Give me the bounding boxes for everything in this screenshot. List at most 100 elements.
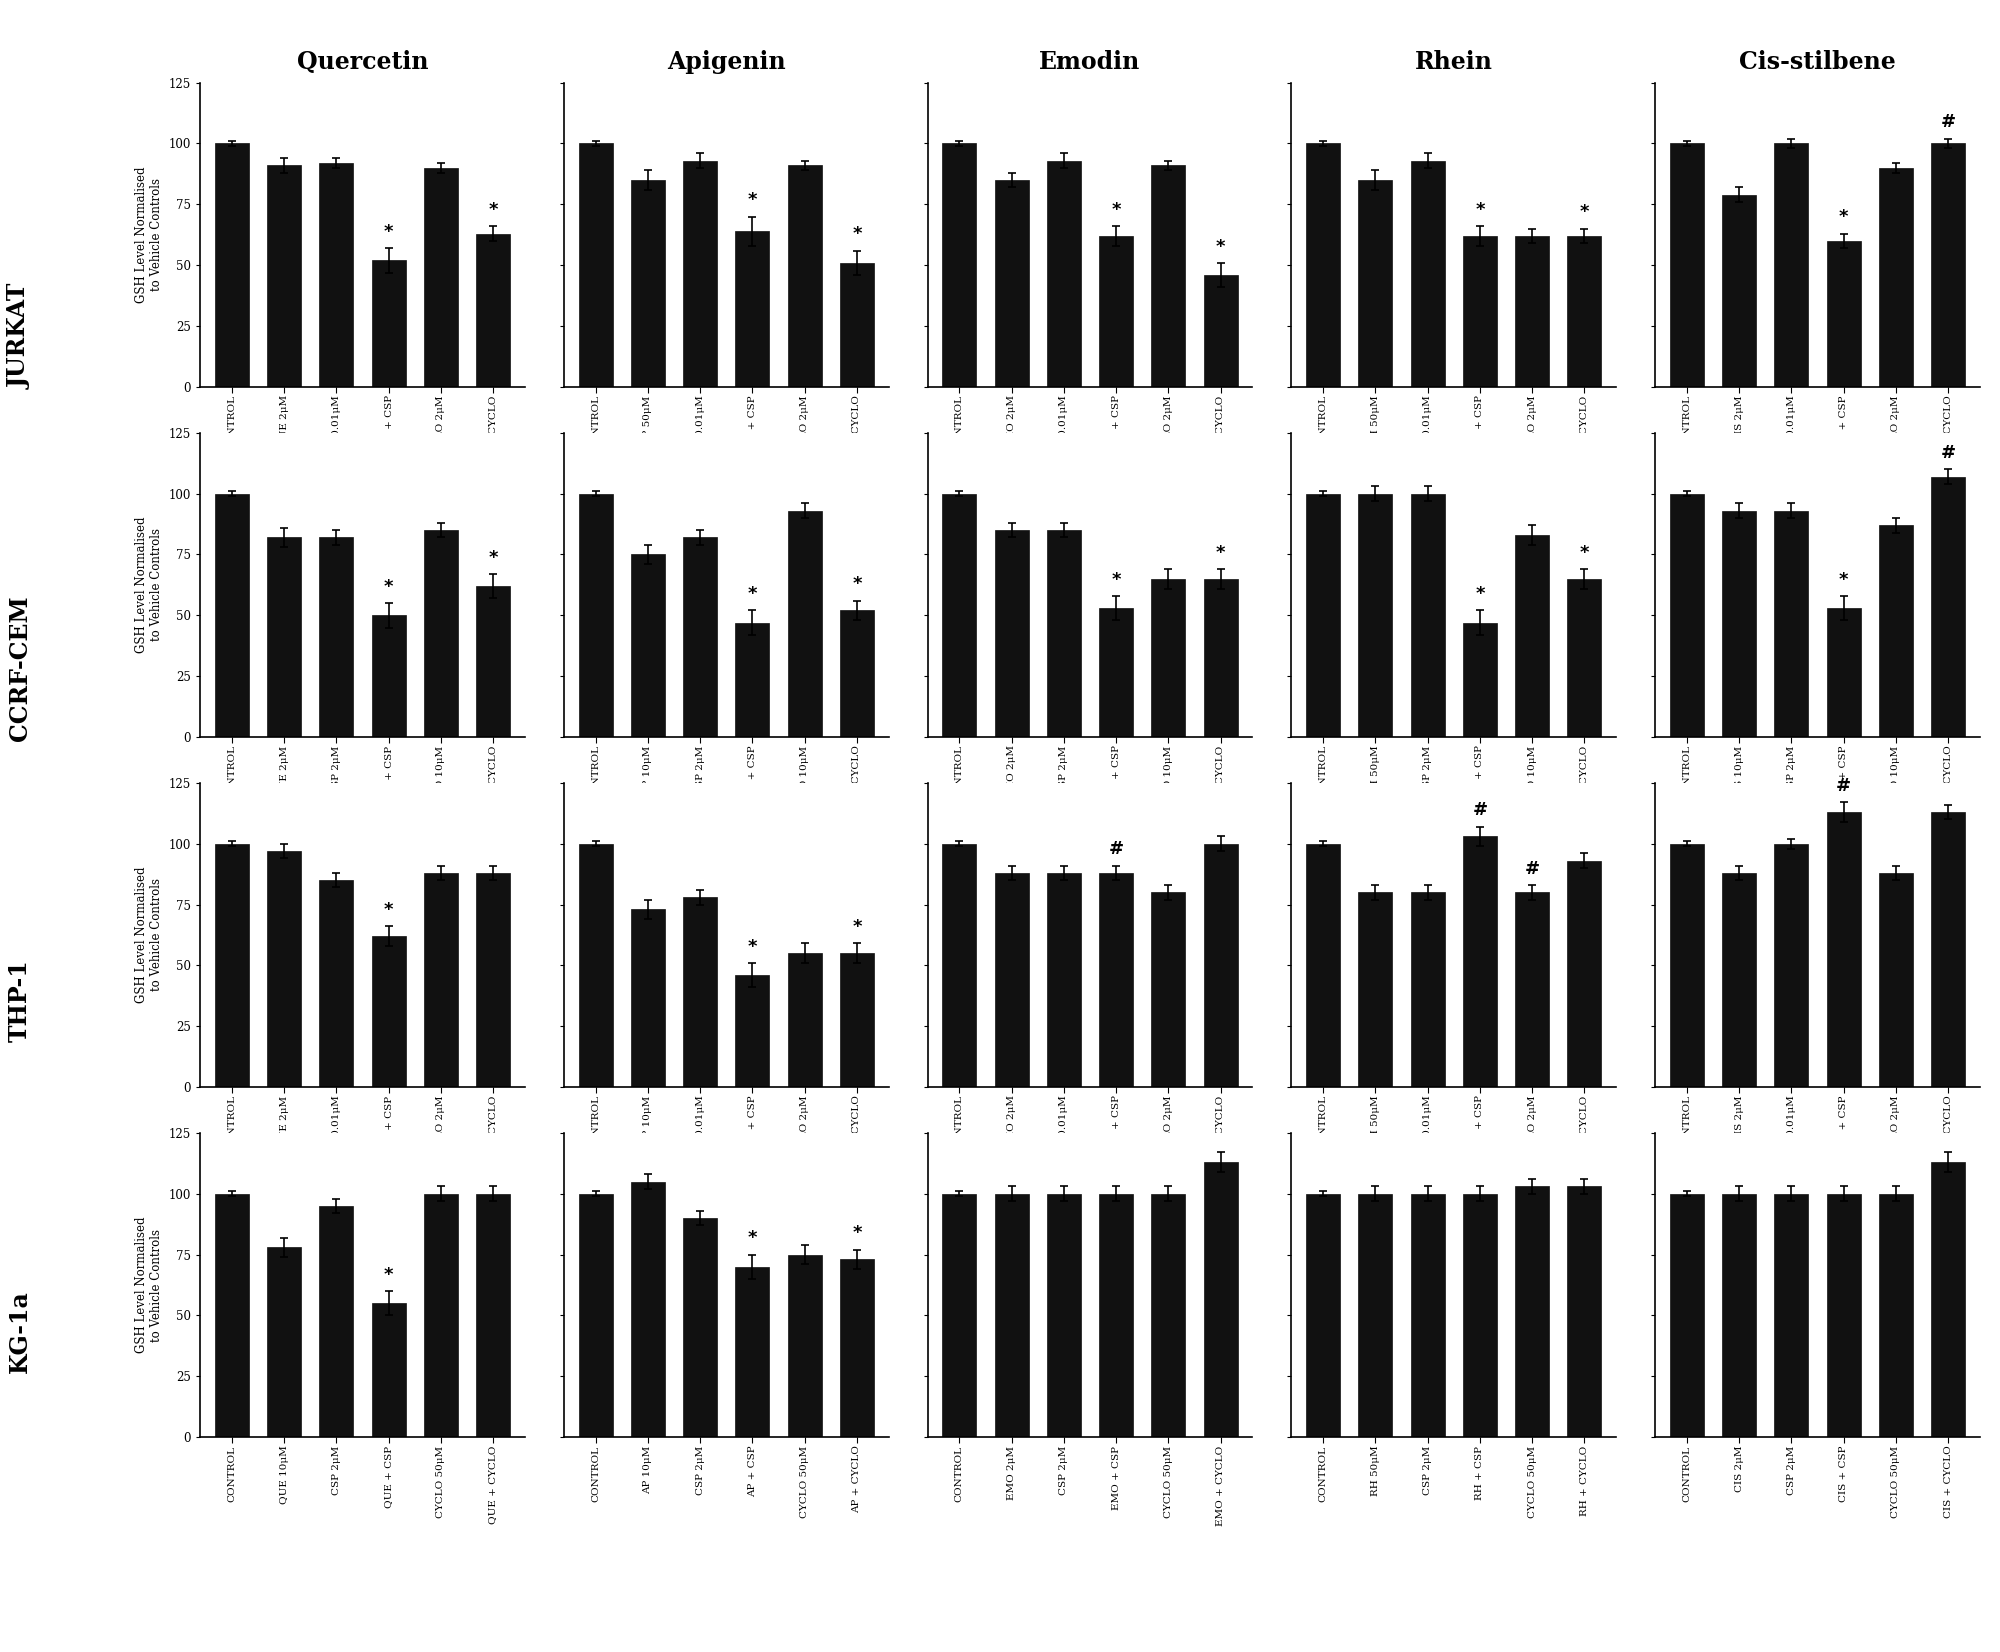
Bar <box>1568 1186 1602 1437</box>
Bar <box>942 494 976 737</box>
Bar <box>1670 144 1704 387</box>
Bar <box>1932 1161 1966 1437</box>
Bar <box>684 160 718 387</box>
Bar <box>1670 844 1704 1087</box>
Bar <box>1932 813 1966 1087</box>
Bar <box>736 231 770 387</box>
Y-axis label: GSH Level Normalised
to Vehicle Controls: GSH Level Normalised to Vehicle Controls <box>136 517 164 653</box>
Bar <box>942 144 976 387</box>
Title: Quercetin: Quercetin <box>296 50 428 74</box>
Bar <box>1880 872 1912 1087</box>
Text: #: # <box>1836 776 1852 795</box>
Bar <box>736 1267 770 1437</box>
Bar <box>994 872 1028 1087</box>
Text: *: * <box>488 548 498 567</box>
Bar <box>1932 144 1966 387</box>
Text: *: * <box>748 585 758 603</box>
Text: *: * <box>488 202 498 220</box>
Title: Apigenin: Apigenin <box>666 50 786 74</box>
Text: CCRF-CEM: CCRF-CEM <box>8 595 32 742</box>
Bar <box>736 623 770 737</box>
Bar <box>1204 1161 1238 1437</box>
Bar <box>578 844 612 1087</box>
Bar <box>630 555 664 737</box>
Text: JURKAT: JURKAT <box>8 284 32 390</box>
Bar <box>1568 861 1602 1087</box>
Bar <box>1152 892 1186 1087</box>
Bar <box>684 897 718 1087</box>
Bar <box>1152 1194 1186 1437</box>
Bar <box>1410 1194 1444 1437</box>
Text: *: * <box>1112 202 1120 220</box>
Bar <box>1774 144 1808 387</box>
Y-axis label: GSH Level Normalised
to Vehicle Controls: GSH Level Normalised to Vehicle Controls <box>136 867 164 1003</box>
Bar <box>1880 1194 1912 1437</box>
Text: *: * <box>748 192 758 210</box>
Bar <box>1046 160 1080 387</box>
Bar <box>788 510 822 737</box>
Text: #: # <box>1940 444 1956 463</box>
Bar <box>214 844 248 1087</box>
Bar <box>630 909 664 1087</box>
Bar <box>1306 494 1340 737</box>
Text: #: # <box>1108 841 1124 859</box>
Bar <box>1100 608 1134 737</box>
Bar <box>1462 236 1496 387</box>
Bar <box>476 1194 510 1437</box>
Text: THP-1: THP-1 <box>8 958 32 1041</box>
Bar <box>476 586 510 737</box>
Bar <box>994 180 1028 387</box>
Bar <box>424 1194 458 1437</box>
Bar <box>1204 844 1238 1087</box>
Bar <box>1306 1194 1340 1437</box>
Bar <box>840 953 874 1087</box>
Bar <box>1722 872 1756 1087</box>
Bar <box>840 263 874 387</box>
Bar <box>1100 872 1134 1087</box>
Bar <box>1204 578 1238 737</box>
Bar <box>840 1259 874 1437</box>
Bar <box>1722 510 1756 737</box>
Text: #: # <box>1940 114 1956 131</box>
Text: *: * <box>384 578 394 596</box>
Bar <box>736 975 770 1087</box>
Text: *: * <box>1580 203 1590 221</box>
Bar <box>214 144 248 387</box>
Bar <box>788 165 822 387</box>
Text: KG-1a: KG-1a <box>8 1290 32 1373</box>
Title: Emodin: Emodin <box>1040 50 1140 74</box>
Text: #: # <box>1524 859 1540 877</box>
Bar <box>1516 236 1550 387</box>
Bar <box>424 169 458 387</box>
Bar <box>942 1194 976 1437</box>
Bar <box>1410 494 1444 737</box>
Bar <box>1358 1194 1392 1437</box>
Bar <box>1306 144 1340 387</box>
Bar <box>1774 510 1808 737</box>
Text: *: * <box>852 225 862 243</box>
Text: *: * <box>1216 238 1226 256</box>
Bar <box>840 611 874 737</box>
Bar <box>424 530 458 737</box>
Bar <box>1722 1194 1756 1437</box>
Bar <box>1462 623 1496 737</box>
Bar <box>214 494 248 737</box>
Bar <box>1358 180 1392 387</box>
Bar <box>268 851 300 1087</box>
Bar <box>320 537 354 737</box>
Bar <box>1358 494 1392 737</box>
Bar <box>1152 578 1186 737</box>
Text: *: * <box>852 1224 862 1242</box>
Bar <box>268 537 300 737</box>
Bar <box>372 261 406 387</box>
Bar <box>1100 236 1134 387</box>
Bar <box>630 1181 664 1437</box>
Bar <box>320 881 354 1087</box>
Bar <box>1358 892 1392 1087</box>
Text: *: * <box>748 1229 758 1247</box>
Text: *: * <box>1476 202 1484 220</box>
Text: *: * <box>1838 208 1848 226</box>
Bar <box>320 164 354 387</box>
Text: *: * <box>1580 544 1590 562</box>
Title: Cis-stilbene: Cis-stilbene <box>1740 50 1896 74</box>
